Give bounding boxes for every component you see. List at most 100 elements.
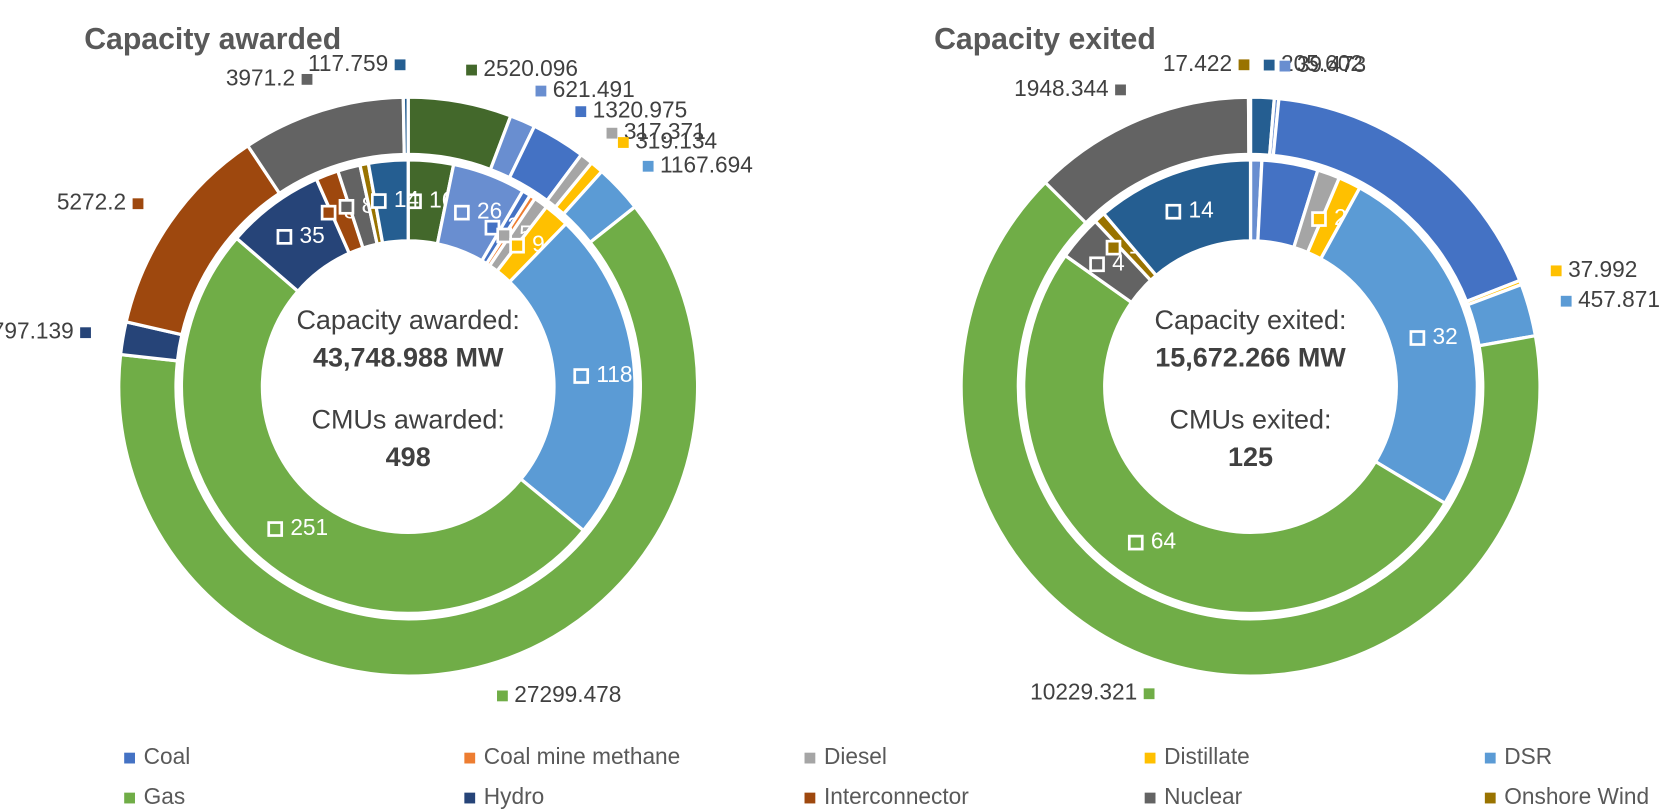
legend-label: Diesel (824, 743, 887, 769)
label-marker (1143, 688, 1155, 700)
data-label: 457.871 (1578, 286, 1660, 312)
data-label: 1167.694 (660, 151, 753, 177)
data-label: 26 (477, 198, 502, 224)
label-marker (1089, 256, 1105, 273)
label-marker (509, 237, 525, 254)
center-text: 43,748.988 MW (313, 343, 504, 373)
data-label: 14 (1188, 197, 1213, 223)
label-marker (573, 368, 590, 384)
legend-swatch (1144, 792, 1156, 804)
data-label: 317.371 (624, 118, 706, 144)
inner-segment (1022, 253, 1448, 616)
label-marker (535, 85, 547, 97)
data-label: 35 (300, 222, 325, 248)
label-marker (1263, 59, 1275, 71)
center-text: 125 (1228, 442, 1273, 472)
data-label: 39.473 (1297, 51, 1366, 77)
inner-segment (179, 236, 586, 615)
data-label: 17.422 (1163, 50, 1232, 76)
legend-label: DSR (1504, 743, 1552, 769)
center-text: Capacity awarded: (296, 305, 520, 335)
label-marker (1560, 295, 1572, 307)
legend-label: Nuclear (1164, 783, 1243, 809)
data-label: 64 (1151, 528, 1176, 554)
data-label: 10229.321 (1030, 679, 1137, 705)
label-marker (1238, 59, 1250, 71)
label-marker (1279, 60, 1291, 72)
data-label: 1320.975 (593, 97, 688, 123)
data-label: 621.491 (553, 76, 635, 102)
label-marker (454, 204, 470, 221)
label-marker (1550, 265, 1562, 277)
chart-title: Capacity awarded (84, 23, 341, 56)
legend-swatch (804, 792, 816, 804)
inner-segment (366, 158, 410, 245)
label-marker (642, 160, 654, 172)
center-text: Capacity exited: (1155, 305, 1347, 335)
outer-segment (117, 204, 700, 678)
label-marker (496, 227, 512, 244)
center-text: CMUs exited: (1170, 404, 1332, 434)
center-text: CMUs awarded: (311, 404, 504, 434)
label-marker (1409, 330, 1426, 346)
label-marker (1311, 211, 1327, 227)
label-marker (132, 198, 144, 210)
legend-swatch (1484, 752, 1496, 764)
legend-swatch (124, 792, 135, 804)
data-label: 205.602 (1281, 50, 1363, 76)
legend-swatch (464, 752, 476, 764)
label-marker (466, 64, 477, 76)
center-text: 498 (386, 442, 431, 472)
data-label: 2520.096 (483, 55, 578, 81)
legend-label: Hydro (484, 783, 544, 809)
label-marker (497, 690, 508, 702)
legend-swatch (464, 792, 476, 804)
data-label: 32 (1433, 323, 1458, 349)
data-label: 5272.2 (57, 189, 126, 215)
label-marker (606, 127, 618, 139)
legend-label: Distillate (1164, 743, 1250, 769)
label-marker (1105, 239, 1122, 256)
legend-label: Interconnector (824, 783, 969, 809)
legend-swatch (1484, 792, 1496, 804)
label-marker (617, 137, 629, 148)
data-label: 118 (596, 361, 632, 387)
label-marker (338, 198, 355, 215)
label-marker (267, 521, 284, 537)
label-marker (394, 59, 406, 71)
data-label: 251 (290, 514, 328, 540)
data-label: 27299.478 (514, 681, 621, 707)
data-label: 797.139 (0, 318, 74, 344)
legend-label: Coal mine methane (484, 743, 680, 769)
label-marker (320, 204, 337, 221)
label-marker (1127, 534, 1144, 551)
label-marker (80, 327, 91, 339)
data-label: 3971.2 (226, 64, 295, 90)
outer-segment (959, 180, 1542, 678)
data-label: 319.134 (635, 127, 717, 153)
label-marker (1115, 84, 1126, 96)
outer-segment (1246, 95, 1253, 157)
data-label: 4 (1112, 249, 1125, 275)
label-marker (575, 106, 587, 118)
data-label: 117.759 (308, 50, 388, 76)
label-marker (370, 193, 387, 209)
data-label: 1948.344 (1014, 75, 1109, 101)
legend-label: Onshore Wind (1504, 783, 1649, 809)
legend-swatch (124, 752, 135, 764)
data-label: 14 (394, 186, 419, 212)
label-marker (276, 229, 293, 245)
inner-segment (507, 221, 637, 533)
center-text: 15,672.266 MW (1155, 343, 1346, 373)
label-marker (1165, 203, 1182, 220)
data-label: 37.992 (1568, 256, 1637, 282)
legend-label: Gas (144, 783, 186, 809)
label-marker (301, 73, 313, 85)
legend-label: Coal (144, 743, 191, 769)
legend-swatch (1144, 752, 1156, 764)
outer-segment (401, 95, 410, 157)
inner-segment (1318, 185, 1479, 506)
legend-swatch (804, 752, 816, 764)
chart-title: Capacity exited (934, 23, 1156, 56)
